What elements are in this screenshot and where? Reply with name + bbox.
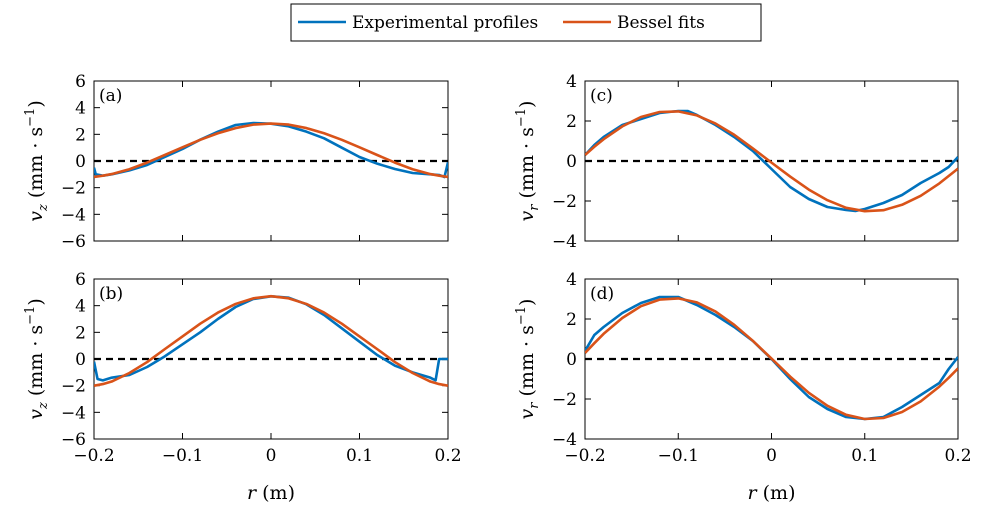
panel-2-ytick-label: −4 (552, 232, 577, 252)
panel-2: −4 −2 0 2 4 (c) vr(mm · s−1) (514, 72, 959, 252)
panel-1-ytick-label: −4 (61, 205, 86, 225)
panels: −6 −4 −2 0 2 4 6 (a) vz(mm · s−1) −4 −2 0 2 4 (c) vr(mm… (23, 72, 972, 504)
panel-1-ytick-label: 2 (75, 125, 86, 145)
panel-3-xtick-label: −0.2 (73, 446, 114, 466)
panel-3-ytick-label: −4 (61, 403, 86, 423)
panel-1-ytick-label: 4 (75, 99, 86, 119)
panel-4-bessel-fit-line (585, 297, 958, 421)
panel-2-ytick-label: 2 (566, 112, 577, 132)
panel-3-xtick-label: 0 (266, 446, 277, 466)
panel-1-tag: (a) (99, 86, 122, 106)
panel-2-tag: (c) (590, 86, 613, 106)
panel-3-xtick-label: −0.1 (162, 446, 203, 466)
panel-3-ytick-label: −2 (61, 377, 86, 397)
panel-4-xtick-label: 0.2 (944, 446, 971, 466)
panel-2-ylabel: vr(mm · s−1) (514, 101, 542, 222)
panel-1-ytick-label: −6 (61, 232, 86, 252)
legend: Experimental profiles Bessel fits (290, 3, 762, 42)
panel-3-ytick-label: 0 (75, 350, 86, 370)
panel-4-ytick-label: 0 (566, 350, 577, 370)
panel-4-xtick-label: −0.2 (564, 446, 605, 466)
panel-2-bessel-fit-line (585, 110, 958, 213)
panel-3-ytick-label: 6 (75, 270, 86, 290)
panel-4-ytick-label: 2 (566, 310, 577, 330)
panel-3-ytick-label: 4 (75, 297, 86, 317)
legend-box (290, 3, 762, 42)
panel-4-ytick-label: 4 (566, 270, 577, 290)
panel-1-ylabel: vz(mm · s−1) (23, 100, 51, 222)
panel-4-xlabel: r (m) (748, 482, 796, 504)
panel-3-ytick-label: −6 (61, 430, 86, 450)
panel-3-ylabel: vz(mm · s−1) (23, 298, 51, 420)
panel-1: −6 −4 −2 0 2 4 6 (a) vz(mm · s−1) (23, 72, 449, 252)
panel-3-ytick-label: 2 (75, 323, 86, 343)
panel-3-xtick-label: 0.1 (346, 446, 373, 466)
panel-4-ytick-label: −2 (552, 390, 577, 410)
panel-3-tag: (b) (99, 284, 123, 304)
panel-3-bessel-fit-line (94, 294, 448, 387)
panel-4-tag: (d) (590, 284, 614, 304)
panel-4-ylabel: vr(mm · s−1) (514, 299, 542, 420)
legend-label-experimental: Experimental profiles (352, 13, 538, 33)
panel-3-xlabel: r (m) (247, 482, 295, 504)
panel-2-ytick-label: 0 (566, 152, 577, 172)
panel-2-ytick-label: −2 (552, 192, 577, 212)
panel-2-ytick-label: 4 (566, 72, 577, 92)
panel-3-experimental-line (94, 295, 448, 382)
panel-4: −0.2 −0.1 0 0.1 0.2 −4 −2 0 2 4 (d) vr(mm · s−1) r (… (514, 270, 972, 504)
panel-3: −0.2 −0.1 0 0.1 0.2 −6 −4 −2 0 2 4 6 (b) vz(mm · s−1)… (23, 270, 462, 504)
panel-1-ytick-label: −2 (61, 179, 86, 199)
panel-4-xtick-label: 0.1 (851, 446, 878, 466)
panel-4-xtick-label: −0.1 (658, 446, 699, 466)
panel-1-ytick-label: 0 (75, 152, 86, 172)
panel-4-ytick-label: −4 (552, 430, 577, 450)
panel-1-bessel-fit-line (94, 122, 448, 179)
panel-1-experimental-line (94, 121, 448, 179)
panel-1-ytick-label: 6 (75, 72, 86, 92)
legend-label-fit: Bessel fits (617, 13, 705, 33)
panel-4-xtick-label: 0 (766, 446, 777, 466)
panel-3-xtick-label: 0.2 (434, 446, 461, 466)
panel-2-experimental-line (585, 109, 958, 213)
